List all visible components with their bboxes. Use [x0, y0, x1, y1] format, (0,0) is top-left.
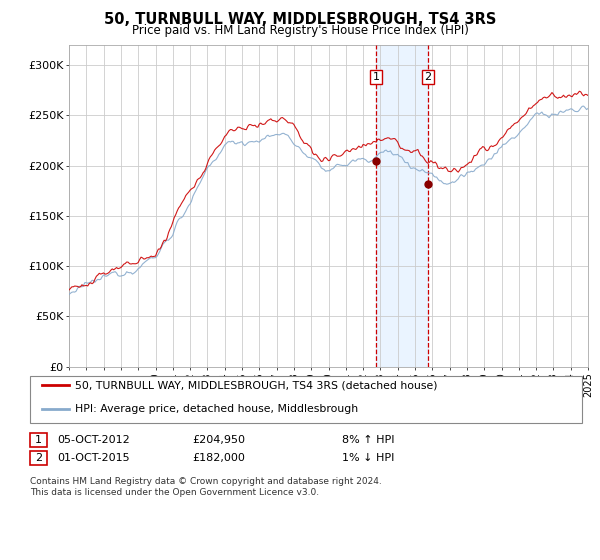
Text: Price paid vs. HM Land Registry's House Price Index (HPI): Price paid vs. HM Land Registry's House …	[131, 24, 469, 37]
Text: 01-OCT-2015: 01-OCT-2015	[57, 452, 130, 463]
Text: £182,000: £182,000	[192, 452, 245, 463]
Text: 1% ↓ HPI: 1% ↓ HPI	[342, 452, 394, 463]
Text: 8% ↑ HPI: 8% ↑ HPI	[342, 435, 395, 445]
Bar	[376, 45, 428, 367]
Text: 1: 1	[373, 72, 380, 82]
Text: 50, TURNBULL WAY, MIDDLESBROUGH, TS4 3RS (detached house): 50, TURNBULL WAY, MIDDLESBROUGH, TS4 3RS…	[75, 380, 437, 390]
Text: 2: 2	[35, 452, 42, 463]
Text: 1: 1	[35, 435, 42, 445]
Text: HPI: Average price, detached house, Middlesbrough: HPI: Average price, detached house, Midd…	[75, 404, 358, 414]
Text: 50, TURNBULL WAY, MIDDLESBROUGH, TS4 3RS: 50, TURNBULL WAY, MIDDLESBROUGH, TS4 3RS	[104, 12, 496, 27]
Text: 2: 2	[424, 72, 431, 82]
Text: 05-OCT-2012: 05-OCT-2012	[57, 435, 130, 445]
Text: £204,950: £204,950	[192, 435, 245, 445]
Text: Contains HM Land Registry data © Crown copyright and database right 2024.
This d: Contains HM Land Registry data © Crown c…	[30, 477, 382, 497]
